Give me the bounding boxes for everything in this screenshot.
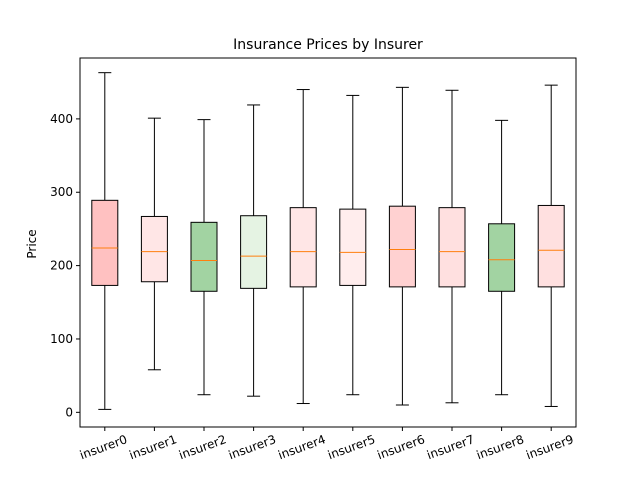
y-tick-label: 200 — [50, 259, 73, 273]
x-tick-label: insurer3 — [227, 432, 278, 462]
box-insurer0 — [91, 199, 119, 286]
x-tick-label: insurer8 — [475, 432, 526, 462]
box-insurer4 — [289, 207, 317, 288]
box-insurer6 — [388, 205, 416, 288]
x-tick-label: insurer4 — [276, 432, 327, 462]
y-tick-label: 100 — [50, 332, 73, 346]
y-tick-label: 0 — [65, 405, 73, 419]
chart-title: Insurance Prices by Insurer — [233, 37, 423, 53]
x-tick-label: insurer2 — [177, 432, 228, 462]
y-axis-label: Price — [25, 229, 39, 258]
x-tick-label: insurer5 — [326, 432, 377, 462]
plot-frame — [79, 57, 577, 428]
x-tick-label: insurer6 — [375, 432, 426, 462]
x-tick-label: insurer1 — [127, 432, 178, 462]
y-tick-label: 400 — [50, 112, 73, 126]
box-insurer2 — [190, 221, 218, 292]
box-insurer5 — [339, 208, 367, 286]
y-tick-label: 300 — [50, 185, 73, 199]
box-insurer3 — [240, 215, 268, 289]
plot-area: 0100200300400insurer0insurer1insurer2ins… — [50, 72, 575, 462]
box-insurer7 — [438, 207, 466, 288]
box-insurer9 — [537, 204, 565, 288]
box-insurer8 — [488, 223, 516, 292]
box-insurer1 — [140, 215, 168, 283]
x-tick-label: insurer9 — [524, 432, 575, 462]
x-tick-label: insurer0 — [78, 432, 129, 462]
x-tick-label: insurer7 — [425, 432, 476, 462]
